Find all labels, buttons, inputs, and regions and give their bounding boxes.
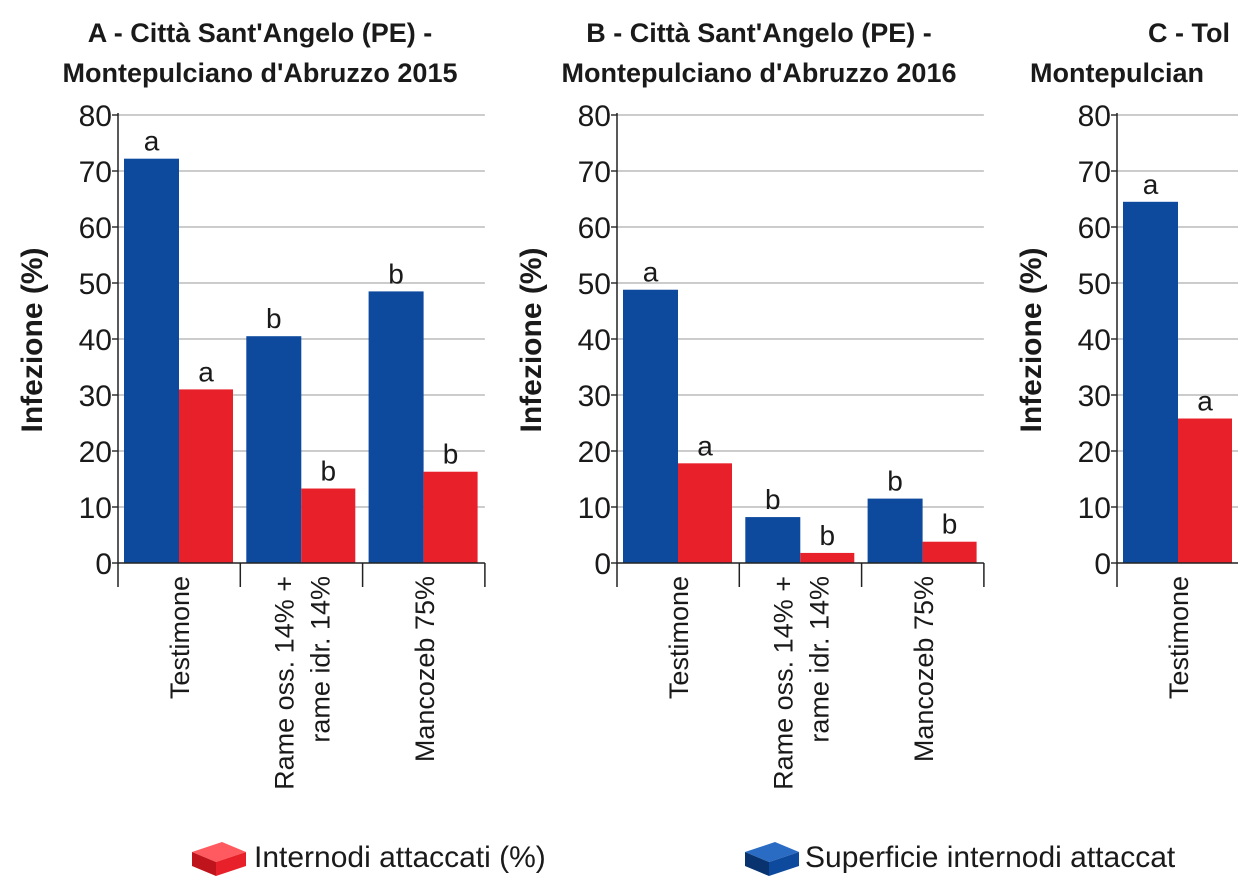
y-tick-label: 40 bbox=[578, 324, 611, 357]
legend-label: Internodi attaccati (%) bbox=[254, 841, 546, 874]
bar-letter: a bbox=[643, 257, 659, 288]
x-tick-label: Testimone bbox=[1164, 576, 1194, 699]
legend: Internodi attaccati (%) Superficie inter… bbox=[192, 841, 1176, 876]
bar bbox=[623, 289, 678, 563]
bar-letter: a bbox=[697, 430, 713, 461]
x-tick-label: Rame oss. 14% + bbox=[269, 576, 299, 790]
chart: B - Città Sant'Angelo (PE) - Montepulcian… bbox=[515, 18, 985, 790]
bar-letter: b bbox=[321, 456, 337, 487]
chart-title: B - Città Sant'Angelo (PE) - bbox=[586, 18, 931, 48]
bar bbox=[301, 488, 356, 563]
bar-letter: b bbox=[388, 258, 404, 289]
bar bbox=[124, 158, 179, 563]
y-axis-label: Infezione (%) bbox=[1015, 248, 1048, 433]
bar bbox=[179, 389, 233, 563]
chart-title: C - Tol bbox=[1148, 18, 1230, 48]
y-tick-label: 30 bbox=[1078, 380, 1111, 413]
bar bbox=[922, 541, 977, 563]
x-tick-label: rame idr. 14% bbox=[804, 576, 834, 743]
legend-swatch-red bbox=[192, 842, 246, 876]
bar-letter: b bbox=[887, 466, 903, 497]
y-tick-label: 0 bbox=[1094, 548, 1111, 581]
legend-label: Superficie internodi attaccat bbox=[805, 841, 1176, 874]
y-tick-label: 0 bbox=[594, 548, 611, 581]
y-tick-label: 20 bbox=[578, 436, 611, 469]
chart: C - Tol Montepulcian Infezione (%) 0 10 20 30 4… bbox=[1015, 18, 1238, 699]
y-tick-label: 40 bbox=[79, 324, 112, 357]
chart-title: Montepulciano d'Abruzzo 2015 bbox=[63, 58, 458, 88]
y-tick-label: 80 bbox=[79, 100, 112, 133]
x-tick-label: Testimone bbox=[165, 576, 195, 699]
legend-swatch-blue bbox=[745, 842, 799, 876]
bar bbox=[800, 552, 855, 563]
bar-letter: b bbox=[820, 520, 836, 551]
bar bbox=[1123, 201, 1178, 564]
y-tick-label: 10 bbox=[578, 492, 611, 525]
y-tick-label: 70 bbox=[79, 156, 112, 189]
bar bbox=[246, 336, 302, 563]
y-tick-label: 20 bbox=[1078, 436, 1111, 469]
bar-letter: b bbox=[942, 509, 958, 540]
y-tick-label: 10 bbox=[79, 492, 112, 525]
bar bbox=[368, 291, 424, 563]
y-tick-label: 80 bbox=[1078, 100, 1111, 133]
bar-letter: b bbox=[765, 484, 781, 515]
chart-title: Montepulcian bbox=[1030, 58, 1204, 88]
y-tick-label: 30 bbox=[578, 380, 611, 413]
bar bbox=[678, 463, 732, 563]
bar bbox=[423, 471, 478, 563]
y-tick-label: 60 bbox=[79, 212, 112, 245]
x-tick-label: Rame oss. 14% + bbox=[768, 576, 798, 790]
chart: A - Città Sant'Angelo (PE) - Montepulcian… bbox=[16, 18, 486, 790]
y-axis-label: Infezione (%) bbox=[515, 248, 548, 433]
y-tick-label: 50 bbox=[578, 268, 611, 301]
x-tick-label: Mancozeb 75% bbox=[909, 576, 939, 762]
bar bbox=[745, 517, 801, 563]
y-tick-label: 20 bbox=[79, 436, 112, 469]
bar-letter: b bbox=[266, 303, 282, 334]
bar bbox=[867, 498, 923, 563]
y-axis-label: Infezione (%) bbox=[16, 248, 49, 433]
y-tick-label: 0 bbox=[95, 548, 112, 581]
bar-letter: a bbox=[1197, 386, 1213, 417]
bar-letter: a bbox=[144, 126, 160, 157]
y-tick-label: 60 bbox=[1078, 212, 1111, 245]
y-tick-label: 80 bbox=[578, 100, 611, 133]
y-tick-label: 60 bbox=[578, 212, 611, 245]
x-tick-label: rame idr. 14% bbox=[305, 576, 335, 743]
chart-title: A - Città Sant'Angelo (PE) - bbox=[88, 18, 432, 48]
bar-letter: a bbox=[1143, 169, 1159, 200]
x-tick-label: Mancozeb 75% bbox=[410, 576, 440, 762]
bar bbox=[1178, 418, 1232, 563]
y-tick-label: 10 bbox=[1078, 492, 1111, 525]
y-tick-label: 50 bbox=[1078, 268, 1111, 301]
y-tick-label: 70 bbox=[1078, 156, 1111, 189]
y-tick-label: 30 bbox=[79, 380, 112, 413]
y-tick-label: 70 bbox=[578, 156, 611, 189]
y-tick-label: 50 bbox=[79, 268, 112, 301]
bar-letter: b bbox=[443, 439, 459, 470]
x-tick-label: Testimone bbox=[664, 576, 694, 699]
bar-letter: a bbox=[198, 356, 214, 387]
chart-title: Montepulciano d'Abruzzo 2016 bbox=[562, 58, 957, 88]
y-tick-label: 40 bbox=[1078, 324, 1111, 357]
